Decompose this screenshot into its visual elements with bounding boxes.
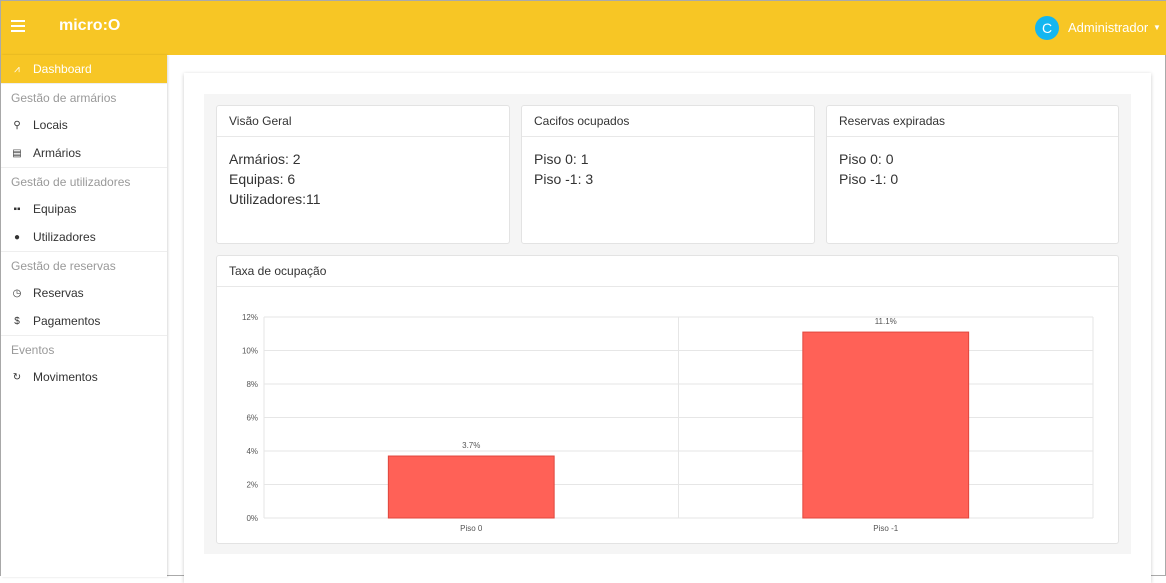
card-line: Equipas: 6 — [229, 171, 296, 187]
sidebar-item-reservas[interactable]: ◷ Reservas — [1, 279, 167, 307]
sidebar-group-label: Gestão de armários — [1, 83, 167, 111]
occupancy-chart: 0% 2% 4% 6% 8% 10% 12% 3.7% Piso 0 11.1% Piso -1 — [242, 313, 1094, 533]
y-tick-label: 8% — [246, 380, 258, 389]
data-label: 11.1% — [875, 317, 897, 326]
chart-icon: ⩘ — [14, 63, 20, 75]
sidebar-item-label: Movimentos — [33, 370, 98, 384]
card-line: Piso 0: 1 — [534, 151, 589, 167]
bar — [387, 455, 555, 519]
refresh-icon: ↻ — [12, 371, 22, 383]
logo[interactable]: micro:O — [59, 17, 121, 34]
sidebar-item-pagamentos[interactable]: $ Pagamentos — [1, 307, 167, 335]
sidebar-item-utilizadores[interactable]: ● Utilizadores — [1, 223, 167, 251]
sidebar-item-locais[interactable]: ⚲ Locais — [1, 111, 167, 139]
y-tick-label: 6% — [246, 414, 258, 423]
clock-icon: ◷ — [12, 287, 22, 299]
top-bar: micro:O C Administrador ▼ — [1, 1, 1166, 55]
x-tick-label: Piso 0 — [460, 524, 483, 533]
sidebar-item-movimentos[interactable]: ↻ Movimentos — [1, 363, 167, 391]
bar — [802, 331, 970, 519]
sidebar-item-label: Utilizadores — [33, 230, 96, 244]
sidebar: ⩘ Dashboard Gestão de armários ⚲ Locais ▤ Armá… — [1, 55, 167, 577]
dollar-icon: $ — [14, 315, 20, 327]
hamburger-menu-icon[interactable] — [11, 20, 25, 32]
card-line: Armários: 2 — [229, 151, 301, 167]
avatar[interactable]: C — [1035, 16, 1059, 40]
user-menu[interactable]: Administrador — [1068, 20, 1149, 35]
y-tick-label: 10% — [242, 347, 258, 356]
y-tick-label: 2% — [246, 481, 258, 490]
teams-icon: ▪▪ — [13, 203, 21, 215]
x-tick-label: Piso -1 — [873, 524, 898, 533]
stat-card: Reservas expiradas Piso 0: 0 Piso -1: 0 — [826, 105, 1119, 244]
sidebar-item-armrios[interactable]: ▤ Armários — [1, 139, 167, 167]
sidebar-item-label: Armários — [33, 146, 82, 160]
sidebar-item-label: Locais — [33, 118, 68, 132]
card-title: Reservas expiradas — [827, 106, 1118, 137]
sidebar-item-label: Reservas — [33, 286, 84, 300]
map-pin-icon: ⚲ — [13, 119, 21, 131]
data-label: 3.7% — [462, 441, 480, 450]
stat-card: Cacifos ocupados Piso 0: 1 Piso -1: 3 — [521, 105, 815, 244]
card-line: Utilizadores:11 — [229, 191, 321, 207]
sidebar-item-label: Dashboard — [33, 62, 92, 76]
y-tick-label: 4% — [246, 447, 258, 456]
sidebar-group-label: Gestão de reservas — [1, 251, 167, 279]
list-icon: ▤ — [12, 147, 22, 159]
chevron-down-icon[interactable]: ▼ — [1153, 23, 1161, 32]
card-line: Piso -1: 0 — [839, 171, 899, 187]
y-tick-label: 12% — [242, 313, 258, 322]
y-tick-label: 0% — [246, 514, 258, 523]
sidebar-item-label: Equipas — [33, 202, 77, 216]
sidebar-group-label: Eventos — [1, 335, 167, 363]
sidebar-item-label: Pagamentos — [33, 314, 101, 328]
stat-card: Visão Geral Armários: 2 Equipas: 6 Utilizad… — [216, 105, 510, 244]
sidebar-item-dashboard[interactable]: ⩘ Dashboard — [1, 55, 167, 83]
card-line: Piso 0: 0 — [839, 151, 894, 167]
sidebar-group-label: Gestão de utilizadores — [1, 167, 167, 195]
person-icon: ● — [13, 231, 21, 243]
card-title: Cacifos ocupados — [522, 106, 814, 137]
chart-card-title: Taxa de ocupação — [217, 256, 1118, 287]
sidebar-item-equipas[interactable]: ▪▪ Equipas — [1, 195, 167, 223]
card-line: Piso -1: 3 — [534, 171, 594, 187]
card-title: Visão Geral — [217, 106, 509, 137]
